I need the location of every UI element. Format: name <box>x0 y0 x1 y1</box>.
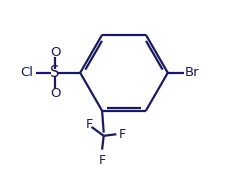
Text: F: F <box>86 117 93 131</box>
Text: O: O <box>50 46 60 59</box>
Text: O: O <box>50 87 60 100</box>
Text: Cl: Cl <box>20 66 33 79</box>
Text: F: F <box>119 128 126 141</box>
Text: F: F <box>98 154 106 167</box>
Text: Br: Br <box>185 66 200 79</box>
Text: S: S <box>50 65 60 80</box>
